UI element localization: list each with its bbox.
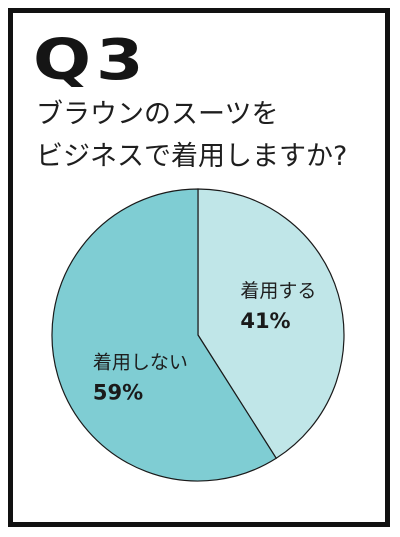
pie-labels: 着用する 41% 着用しない 59% [93, 280, 316, 405]
pie-slice-2 [51, 188, 278, 482]
slice-label-1: 着用する [240, 280, 316, 302]
question-line-2: ビジネスで着用しますか? [36, 141, 348, 172]
question-line-1: ブラウンのスーツを [36, 99, 279, 130]
question-number: Q3 [33, 28, 149, 93]
pie-slices [51, 188, 345, 482]
question-text: ブラウンのスーツを ビジネスで着用しますか? [36, 94, 371, 178]
slice-value-1: 41% [240, 309, 290, 333]
slice-value-2: 59% [93, 381, 143, 405]
pie-slice-1 [197, 188, 345, 460]
slice-label-2: 着用しない [93, 352, 188, 374]
